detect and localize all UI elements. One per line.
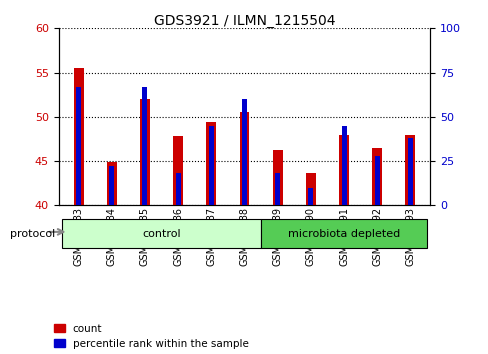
- Bar: [142, 87, 147, 205]
- Bar: [76, 87, 81, 205]
- Bar: [374, 156, 379, 205]
- Bar: [305, 172, 315, 205]
- Text: protocol: protocol: [10, 229, 55, 239]
- Bar: [239, 113, 249, 205]
- Bar: [173, 136, 183, 205]
- Bar: [338, 135, 348, 205]
- Bar: [407, 138, 412, 205]
- Text: microbiota depleted: microbiota depleted: [287, 229, 399, 239]
- Bar: [206, 122, 216, 205]
- FancyBboxPatch shape: [62, 219, 261, 248]
- Text: GDS3921 / ILMN_1215504: GDS3921 / ILMN_1215504: [153, 14, 335, 28]
- Bar: [109, 166, 114, 205]
- Bar: [405, 136, 414, 205]
- Bar: [308, 188, 313, 205]
- Bar: [74, 68, 83, 205]
- Bar: [341, 126, 346, 205]
- Bar: [272, 150, 282, 205]
- Bar: [175, 173, 180, 205]
- Bar: [371, 148, 382, 205]
- Legend: count, percentile rank within the sample: count, percentile rank within the sample: [54, 324, 248, 349]
- Bar: [208, 126, 213, 205]
- Text: control: control: [142, 229, 181, 239]
- FancyBboxPatch shape: [261, 219, 426, 248]
- Bar: [140, 99, 150, 205]
- Bar: [242, 99, 246, 205]
- Bar: [106, 162, 117, 205]
- Bar: [275, 173, 280, 205]
